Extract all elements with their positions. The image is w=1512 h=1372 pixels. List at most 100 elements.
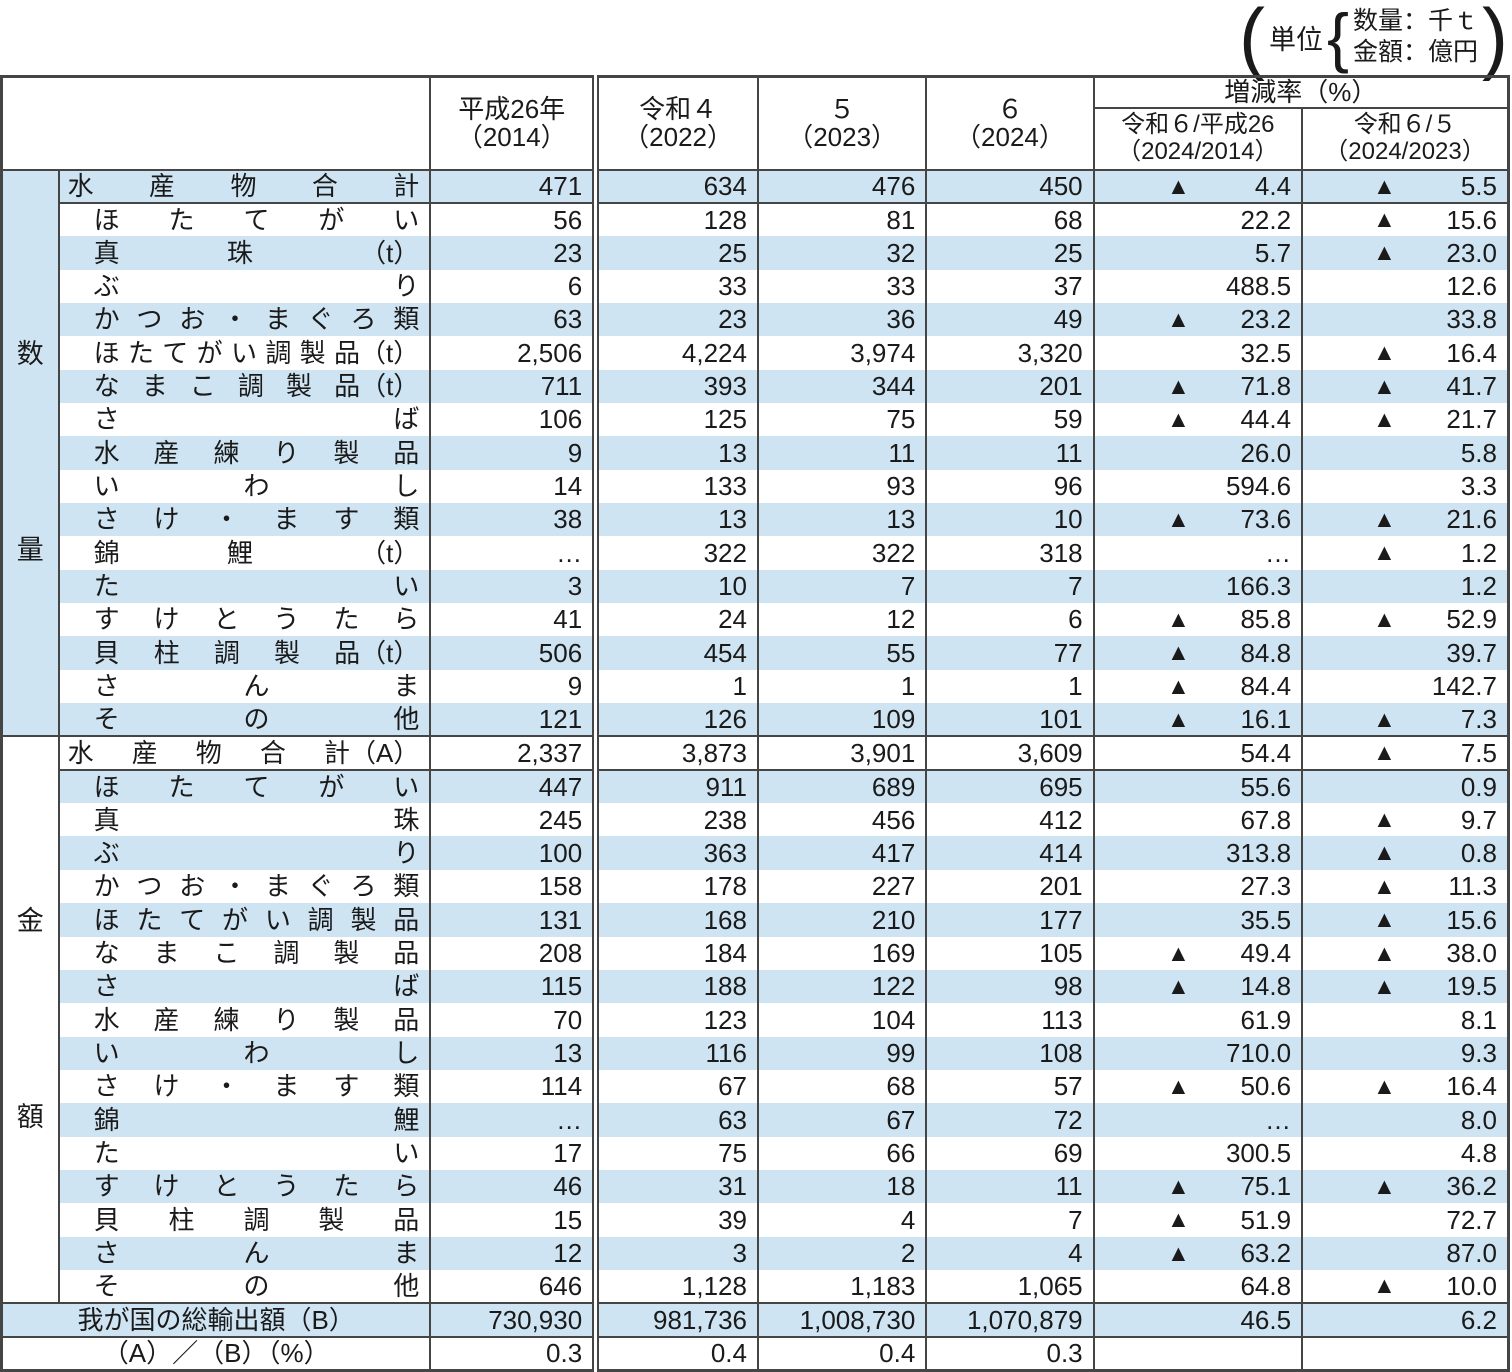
row-label: たい: [57, 569, 431, 604]
value-cell: 7: [925, 569, 1094, 604]
value-cell: 3: [592, 1236, 758, 1270]
rate-value: 26.0: [1240, 437, 1292, 468]
value-cell: 0.3: [429, 1335, 596, 1371]
value-cell: 125: [592, 403, 758, 437]
rate-value: 6.2: [1460, 1304, 1497, 1335]
rate-value: 166.3: [1225, 571, 1292, 602]
row-label: 錦鯉: [57, 1103, 431, 1137]
value-cell: 122: [756, 969, 927, 1004]
rate-cell: ▲ 75.1: [1092, 1169, 1303, 1204]
rate-cell: ▲ 23.2: [1092, 302, 1303, 337]
rate-cell: ▲ 21.7: [1301, 403, 1509, 437]
rate-value: 14.8: [1240, 971, 1292, 1002]
value-cell: 6: [925, 603, 1094, 637]
value-cell: 131: [429, 903, 596, 937]
value-cell: 454: [592, 636, 758, 670]
col-header-rate-2024-2023: 令和６/５ （2024/2023）: [1301, 107, 1509, 170]
rate-value: 15.6: [1446, 904, 1497, 935]
row-label: 貝柱調製品（t）: [57, 636, 431, 670]
rate-value: 52.9: [1446, 604, 1497, 635]
value-cell: 24: [592, 603, 758, 637]
rate-cell: ▲ 15.6: [1301, 201, 1509, 237]
rate-cell: ▲ 14.8: [1092, 969, 1303, 1004]
value-cell: 36: [756, 302, 927, 337]
rate-value: 23.0: [1446, 237, 1497, 268]
rate-cell: 54.4: [1092, 735, 1303, 770]
footer-row-label: 我が国の総輸出額（B）: [0, 1302, 431, 1337]
row-label: その他: [57, 703, 431, 737]
value-cell: 31: [592, 1169, 758, 1204]
rate-value: 5.5: [1460, 170, 1497, 201]
value-cell: 113: [925, 1003, 1094, 1037]
rate-cell: ▲ 41.7: [1301, 369, 1509, 403]
decrease-triangle-icon: ▲: [1167, 1072, 1190, 1099]
value-cell: 9: [429, 669, 596, 704]
rate-value: 51.9: [1240, 1204, 1292, 1235]
value-cell: 11: [756, 436, 927, 470]
rate-cell: 3.3: [1301, 469, 1509, 504]
rate-cell: 710.0: [1092, 1036, 1303, 1070]
table-row: その他 646 1,128 1,183 1,065 64.8 ▲ 10.0: [2, 1269, 1509, 1304]
value-cell: 506: [429, 636, 596, 670]
decrease-triangle-icon: ▲: [1373, 705, 1396, 732]
value-cell: 13: [429, 1036, 596, 1070]
decrease-triangle-icon: ▲: [1373, 506, 1396, 533]
row-label: いわし: [57, 469, 431, 504]
value-cell: 208: [429, 936, 596, 970]
value-cell: 184: [592, 936, 758, 970]
rate-cell: 6.2: [1301, 1302, 1509, 1337]
rate-cell: [1092, 1335, 1303, 1371]
rate-value: 22.2: [1240, 204, 1292, 235]
value-cell: 13: [592, 503, 758, 537]
rate-cell: ▲ 50.6: [1092, 1069, 1303, 1104]
row-label: ぶり: [57, 836, 431, 870]
row-label: ほたてがい調製品（t）: [57, 336, 431, 370]
value-cell: 114: [429, 1069, 596, 1104]
rate-value: 9.3: [1460, 1037, 1497, 1068]
table-row: その他 121 126 109 101 ▲ 16.1 ▲ 7.3: [1, 703, 1509, 737]
value-cell: 177: [925, 903, 1094, 937]
rate-cell: 8.1: [1301, 1003, 1509, 1037]
rate-cell: ▲ 5.5: [1301, 168, 1509, 203]
rate-value: 21.7: [1446, 404, 1497, 435]
rate-cell: 12.6: [1301, 269, 1509, 303]
corner-cell: [0, 76, 431, 170]
rate-cell: 26.0: [1092, 436, 1303, 470]
table-row: 水産練り製品 70 123 104 113 61.9 8.1: [2, 1003, 1509, 1037]
value-cell: 105: [925, 936, 1094, 970]
decrease-triangle-icon: ▲: [1167, 372, 1190, 399]
rate-cell: ▲ 4.4: [1092, 168, 1303, 203]
rate-value: 3.3: [1460, 471, 1497, 502]
table-row: 真珠（t） 23 25 32 25 5.7 ▲ 23.0: [1, 236, 1509, 270]
rate-cell: 594.6: [1092, 469, 1303, 504]
table-row: いわし 13 116 99 108 710.0 9.3: [1, 1036, 1509, 1070]
decrease-triangle-icon: ▲: [1167, 305, 1190, 332]
close-bracket-icon: ): [1482, 0, 1508, 82]
rate-cell: 22.2: [1092, 201, 1303, 237]
table-row: さば 106 125 75 59 ▲ 44.4 ▲ 21.7: [2, 403, 1509, 437]
rate-cell: 61.9: [1092, 1003, 1303, 1037]
table-row: かつお・まぐろ類 63 23 36 49 ▲ 23.2 33.8: [1, 302, 1509, 337]
value-cell: 77: [925, 636, 1094, 670]
rate-value: 75.1: [1240, 1171, 1292, 1202]
value-cell: 49: [925, 302, 1094, 337]
decrease-triangle-icon: ▲: [1373, 806, 1396, 833]
value-cell: 9: [429, 436, 596, 470]
rate-value: 594.6: [1225, 471, 1292, 502]
rate-value: 64.8: [1240, 1270, 1292, 1301]
value-cell: 128: [592, 201, 758, 237]
value-cell: 56: [429, 201, 596, 237]
decrease-triangle-icon: ▲: [1167, 606, 1190, 633]
rate-value: 5.7: [1254, 237, 1292, 268]
rate-value: 0.9: [1460, 771, 1497, 802]
rate-cell: 5.7: [1092, 236, 1303, 270]
rate-value: 16.4: [1446, 1071, 1497, 1102]
rate-value: 39.7: [1446, 637, 1497, 668]
decrease-triangle-icon: ▲: [1167, 639, 1190, 666]
table-row: 貝柱調製品 15 39 4 7 ▲ 51.9 72.7: [2, 1203, 1509, 1237]
rate-cell: ▲ 71.8: [1092, 369, 1303, 403]
value-cell: 25: [925, 236, 1094, 270]
rate-cell: 1.2: [1301, 569, 1509, 604]
value-cell: 11: [925, 1169, 1094, 1204]
